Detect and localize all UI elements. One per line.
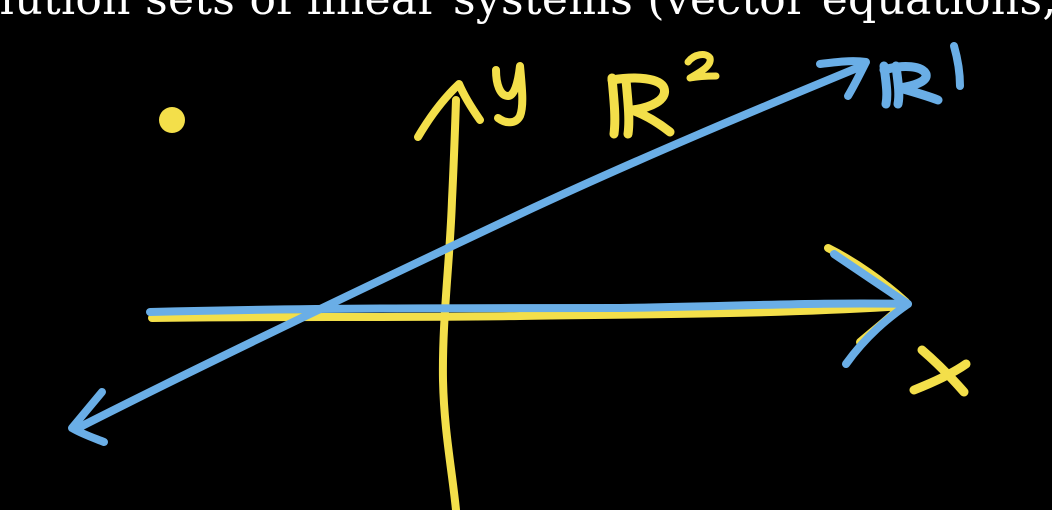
y-axis-label: y xyxy=(496,60,497,61)
blue-line-lower-arrowhead xyxy=(68,388,108,446)
blue-horizontal-line xyxy=(146,299,912,316)
blue-horizontal-arrowhead xyxy=(830,250,912,368)
x-axis-label: x xyxy=(920,350,921,351)
line-label: ℝ¹ xyxy=(884,60,885,61)
blue-line-r1 xyxy=(74,62,866,432)
lecture-caption: lution sets of linear systems (vector eq… xyxy=(0,0,1052,26)
blue-line-upper-arrowhead xyxy=(816,57,870,100)
line-r1-label-glyph xyxy=(879,42,964,109)
plane-r2-label-glyph xyxy=(607,51,720,139)
yellow-y-arrowhead xyxy=(414,80,484,141)
plane-label: ℝ² xyxy=(612,78,613,79)
y-axis-label-glyph xyxy=(492,62,527,127)
x-axis-label-glyph-b xyxy=(909,359,971,395)
x-axis-label-glyph-a xyxy=(917,345,969,397)
yellow-point xyxy=(159,107,185,133)
yellow-x-axis xyxy=(148,302,909,322)
yellow-y-axis xyxy=(438,96,460,510)
